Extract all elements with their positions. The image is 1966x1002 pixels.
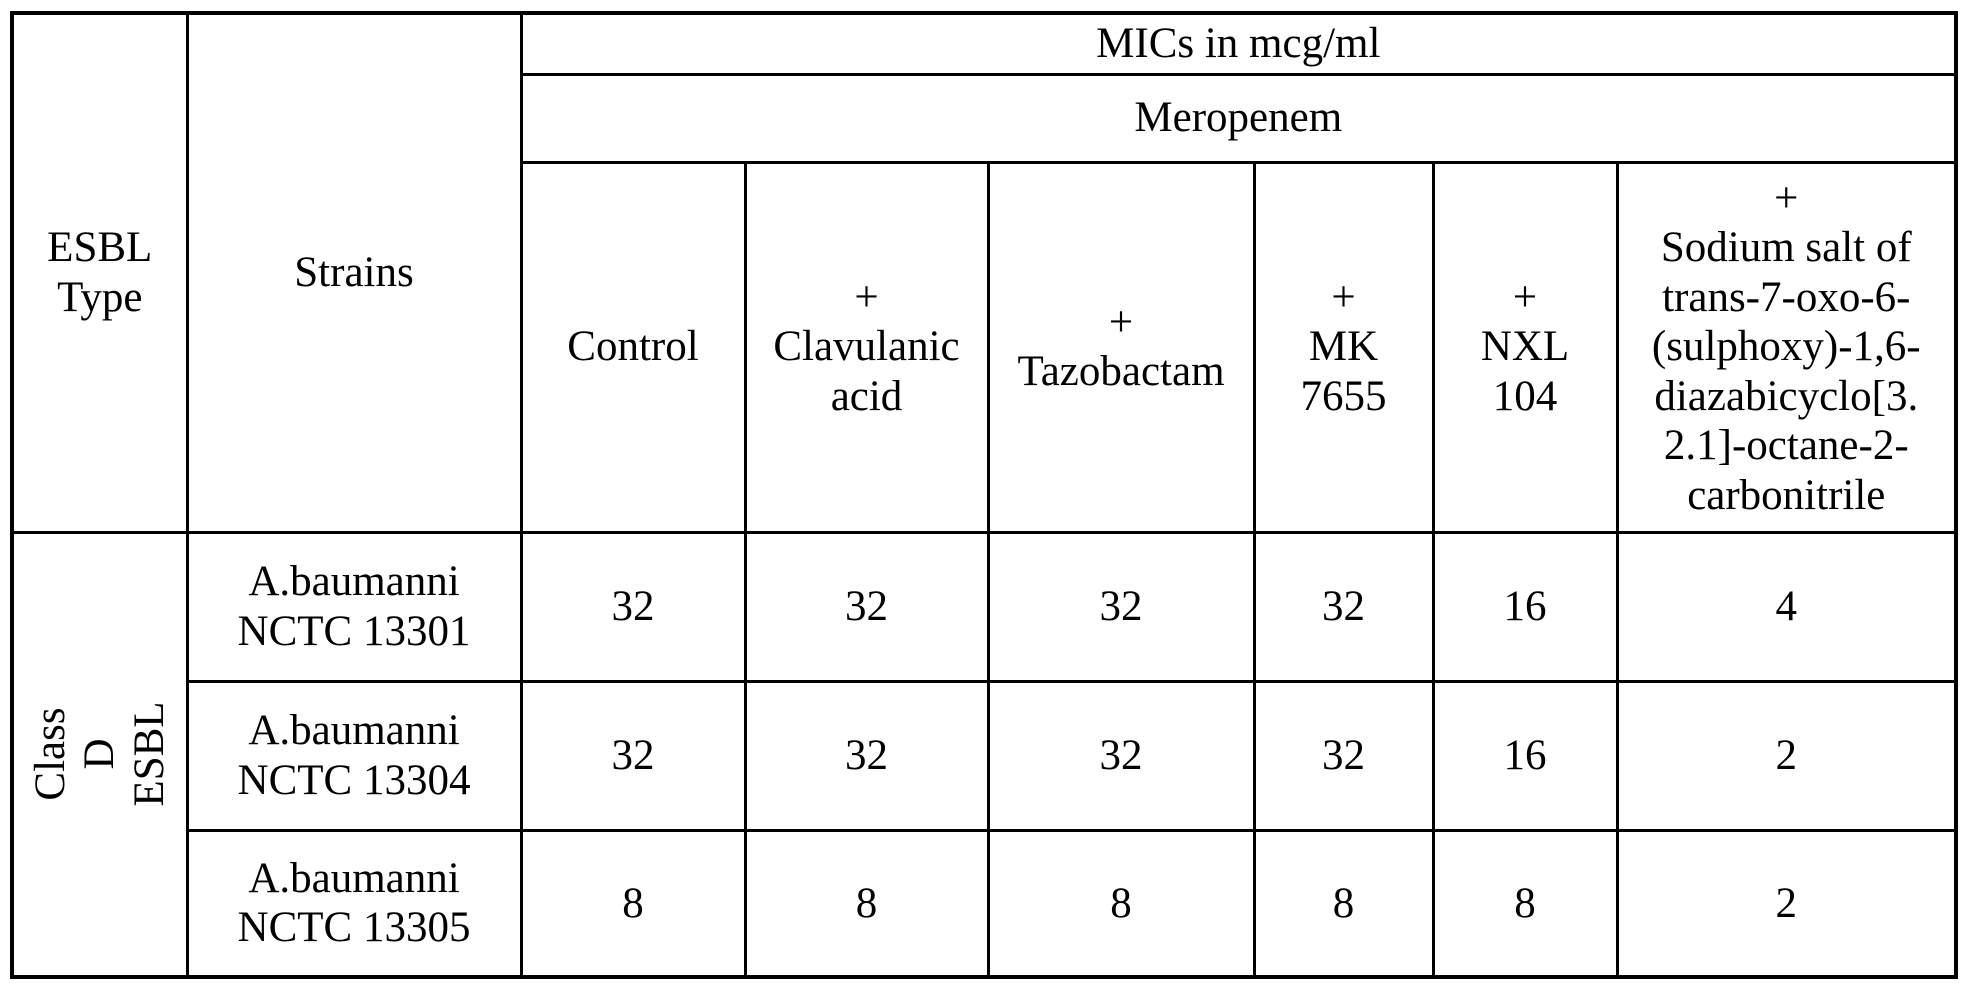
table-row: A.baumanni NCTC 13305 8 8 8 8 8 2	[12, 828, 1958, 979]
mic-value: 32	[519, 530, 747, 683]
header-esbl-type: ESBL Type	[10, 11, 189, 534]
mic-value: 32	[743, 530, 990, 683]
mic-value: 8	[519, 828, 747, 979]
strain-name: A.baumanni NCTC 13301	[185, 530, 523, 683]
mic-value: 32	[1252, 679, 1435, 832]
mic-results-table: ESBL Type Strains MICs in mcg/ml Meropen…	[10, 11, 1959, 979]
strain-name: A.baumanni NCTC 13304	[185, 679, 523, 832]
mic-value: 32	[986, 530, 1256, 683]
header-mics-title: MICs in mcg/ml	[519, 11, 1958, 76]
mic-value: 4	[1615, 530, 1958, 683]
mic-value: 8	[1431, 828, 1619, 979]
mic-value: 32	[1252, 530, 1435, 683]
mic-value: 32	[519, 679, 747, 832]
mic-value: 8	[1252, 828, 1435, 979]
header-clavulanic-acid: + Clavulanic acid	[743, 160, 990, 534]
header-drug-meropenem: Meropenem	[519, 72, 1958, 164]
table-row: Class D ESBL A.baumanni NCTC 13301 32 32…	[10, 530, 1958, 979]
header-mk-7655: + MK 7655	[1252, 160, 1435, 534]
strain-name: A.baumanni NCTC 13305	[185, 828, 523, 979]
header-control: Control	[519, 160, 747, 534]
mic-value: 16	[1431, 679, 1619, 832]
mic-value: 2	[1615, 828, 1958, 979]
mic-value: 32	[743, 679, 990, 832]
mic-value: 2	[1615, 679, 1958, 832]
row-group-label: Class D ESBL	[26, 701, 173, 807]
header-nxl-104: + NXL 104	[1431, 160, 1619, 534]
header-sodium-salt-compound: + Sodium salt of trans-7-oxo-6- (sulphox…	[1615, 160, 1958, 534]
mic-value: 32	[986, 679, 1256, 832]
mic-value: 16	[1431, 530, 1619, 683]
mic-value: 8	[986, 828, 1256, 979]
header-tazobactam: + Tazobactam	[986, 160, 1256, 534]
header-strains: Strains	[185, 11, 523, 534]
row-group-class-d-esbl: Class D ESBL	[10, 530, 189, 979]
table-row: A.baumanni NCTC 13304 32 32 32 32 16 2	[12, 679, 1958, 832]
mic-value: 8	[743, 828, 990, 979]
